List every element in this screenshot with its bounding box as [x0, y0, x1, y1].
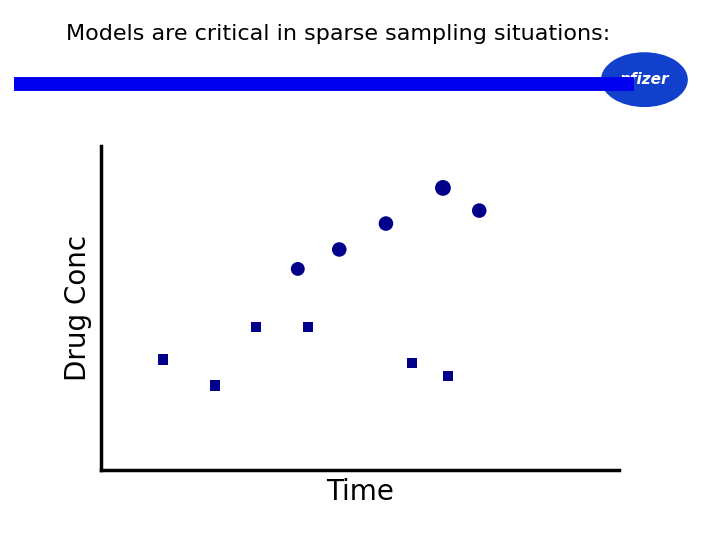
Point — [302, 323, 314, 332]
Point — [442, 372, 454, 380]
Point — [474, 206, 485, 215]
Text: Models are critical in sparse sampling situations:: Models are critical in sparse sampling s… — [66, 24, 611, 44]
Point — [209, 381, 220, 390]
Point — [406, 359, 418, 367]
Y-axis label: Drug Conc: Drug Conc — [65, 235, 92, 381]
X-axis label: Time: Time — [326, 478, 394, 506]
Point — [251, 323, 262, 332]
Point — [380, 219, 392, 228]
Text: pfizer: pfizer — [620, 72, 669, 87]
Point — [157, 355, 168, 364]
Ellipse shape — [600, 51, 689, 108]
Point — [437, 184, 449, 192]
Point — [292, 265, 304, 273]
Point — [333, 245, 345, 254]
